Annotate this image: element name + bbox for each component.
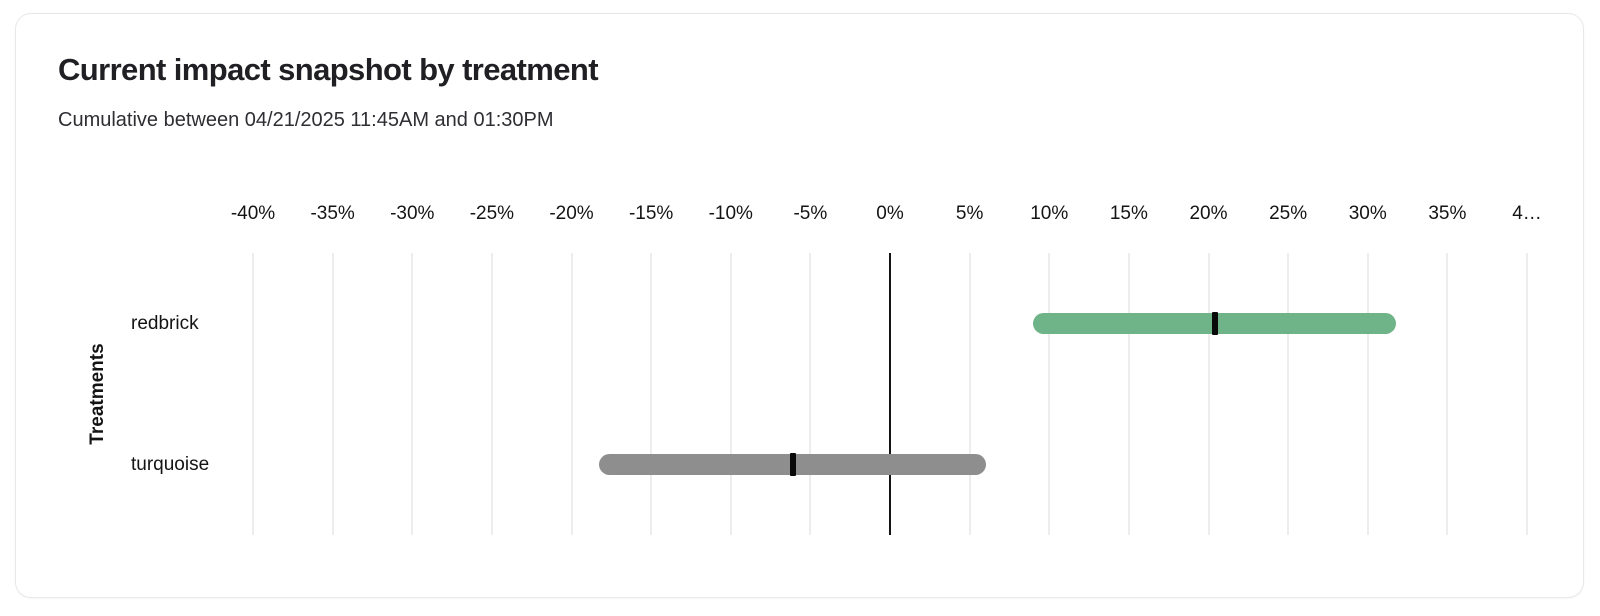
y-axis-title: Treatments [87,343,108,445]
x-tick-label: -10% [708,203,753,224]
x-gridline [1048,253,1051,535]
x-gridline [968,253,971,535]
x-tick-label: -15% [628,203,674,224]
x-gridline [1446,253,1449,535]
x-gridline [1127,253,1130,535]
x-tick-label: -25% [469,203,515,224]
category-label-redbrick: redbrick [131,312,199,334]
category-labels: redbrick turquoise [131,253,249,535]
x-tick-label: -30% [390,203,435,224]
x-tick-label: 10% [1030,203,1069,224]
x-gridline [411,253,414,535]
x-gridline [1366,253,1369,535]
zero-baseline [889,253,891,535]
x-gridline [1207,253,1210,535]
category-label-turquoise: turquoise [131,453,210,475]
point-estimate-marker-redbrick[interactable] [1211,312,1218,335]
x-tick-label: -20% [549,203,594,224]
x-tick-label: 15% [1109,203,1148,224]
x-tick-label: -35% [310,203,355,224]
chart-title: Current impact snapshot by treatment [58,52,599,87]
point-estimate-marker-turquoise[interactable] [789,453,796,476]
x-gridline [729,253,732,535]
x-tick-label: 25% [1269,203,1308,224]
x-tick-label: 5% [955,203,984,224]
x-gridline [331,253,334,535]
impact-snapshot-card: Current impact snapshot by treatment Cum… [15,13,1584,598]
x-tick-label: 4… [1512,203,1542,224]
x-gridline [650,253,653,535]
x-gridline [252,253,254,535]
x-tick-label: 0% [876,203,904,224]
x-gridline [1526,253,1528,535]
x-tick-label: 35% [1428,203,1467,224]
x-tick-label: -40% [230,203,276,224]
x-gridline [1287,253,1290,535]
x-gridline [809,253,812,535]
x-gridline [490,253,493,535]
x-gridline [570,253,573,535]
chart-subtitle: Cumulative between 04/21/2025 11:45AM an… [58,109,554,131]
x-tick-label: 20% [1189,203,1228,224]
plot-area [252,253,1528,535]
x-tick-label: -5% [793,203,828,224]
x-tick-label: 30% [1348,203,1387,224]
x-axis: -40% -35% -30% -25% -20% -15% -10% -5% 0% 5% 10% 15… [231,203,1542,229]
